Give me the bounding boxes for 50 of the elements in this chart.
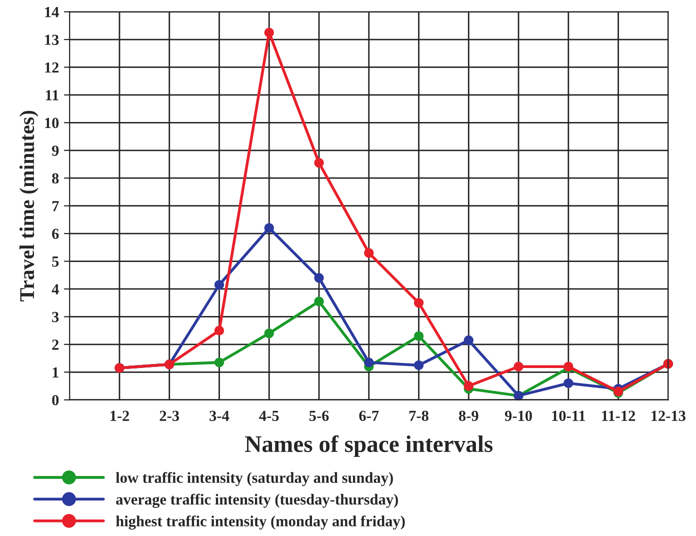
x-tick-label: 11-12 [602,410,636,421]
x-tick-label: 6-7 [359,410,379,422]
point [314,273,324,283]
x-tick-label: 5-6 [309,410,329,422]
point [314,296,324,306]
x-tick-label: 3-4 [210,410,230,422]
y-tick-label: 12 [45,62,59,73]
point [464,381,474,391]
x-tick-label: 1-2 [110,410,130,421]
point [414,298,424,308]
point [214,280,224,290]
point [264,28,274,38]
x-tick-label: 2-3 [160,410,180,422]
y-axis-title: Travel time (minutes) [19,110,38,302]
y-tick-label: 7 [52,201,59,212]
x-tick-label: 8-9 [458,410,478,422]
point [364,248,374,258]
x-tick-label: 12-13 [652,410,686,422]
y-tick-label: 3 [52,312,59,322]
point [414,360,424,370]
point [214,326,224,336]
legend-label: low traffic intensity (saturday and sunday) [116,472,393,486]
point [264,223,274,233]
point [564,378,574,388]
y-tick-label: 6 [52,228,59,239]
y-tick-label: 13 [45,34,59,45]
x-tick-label: 4-5 [259,410,279,422]
y-tick-label: 9 [52,146,59,156]
point [514,362,524,372]
y-tick-label: 0 [52,394,59,406]
y-tick-label: 5 [52,256,59,267]
y-tick-label: 10 [45,118,59,128]
x-axis-title: Names of space intervals [245,435,493,457]
point [464,335,474,346]
y-tick-label: 8 [52,173,59,184]
point [314,158,324,168]
point [264,328,274,338]
y-tick-label: 1 [52,367,58,378]
point [214,358,224,368]
legend-label: highest traffic intensity (monday and friday) [116,515,405,530]
point [414,331,424,341]
y-tick-label: 2 [52,340,59,350]
y-tick-label: 4 [52,284,59,294]
x-tick-label: 7-8 [409,410,428,422]
x-tick-label: 9-10 [504,410,532,422]
legend-label: average traffic intensity (tuesday-thursday) [116,494,398,508]
x-tick-label: 10-11 [552,410,586,422]
y-tick-label: 11 [46,90,58,100]
y-tick-label: 14 [45,7,59,18]
point [364,358,374,368]
